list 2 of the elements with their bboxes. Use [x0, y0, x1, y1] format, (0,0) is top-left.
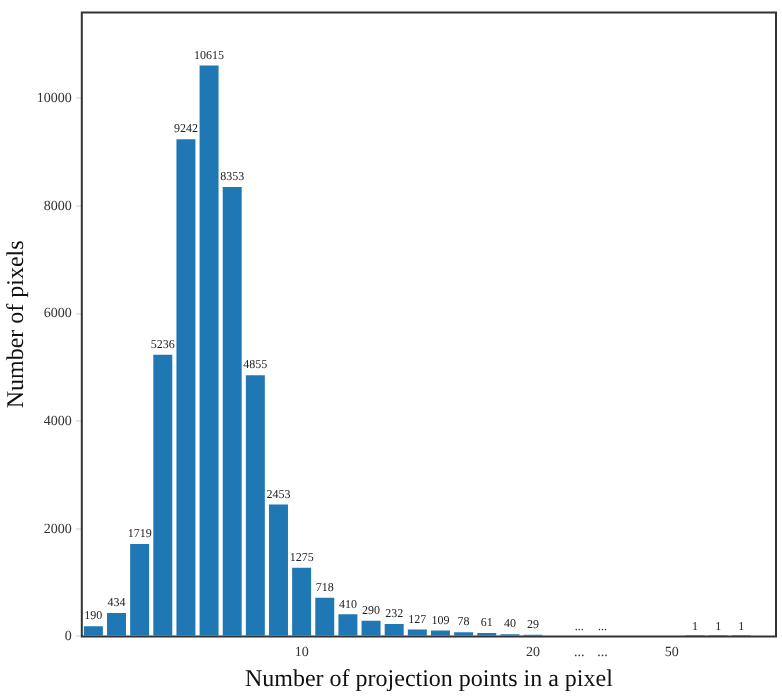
- y-axis-title: Number of pixels: [0, 239, 29, 409]
- x-axis-title: Number of projection points in a pixel: [244, 663, 615, 692]
